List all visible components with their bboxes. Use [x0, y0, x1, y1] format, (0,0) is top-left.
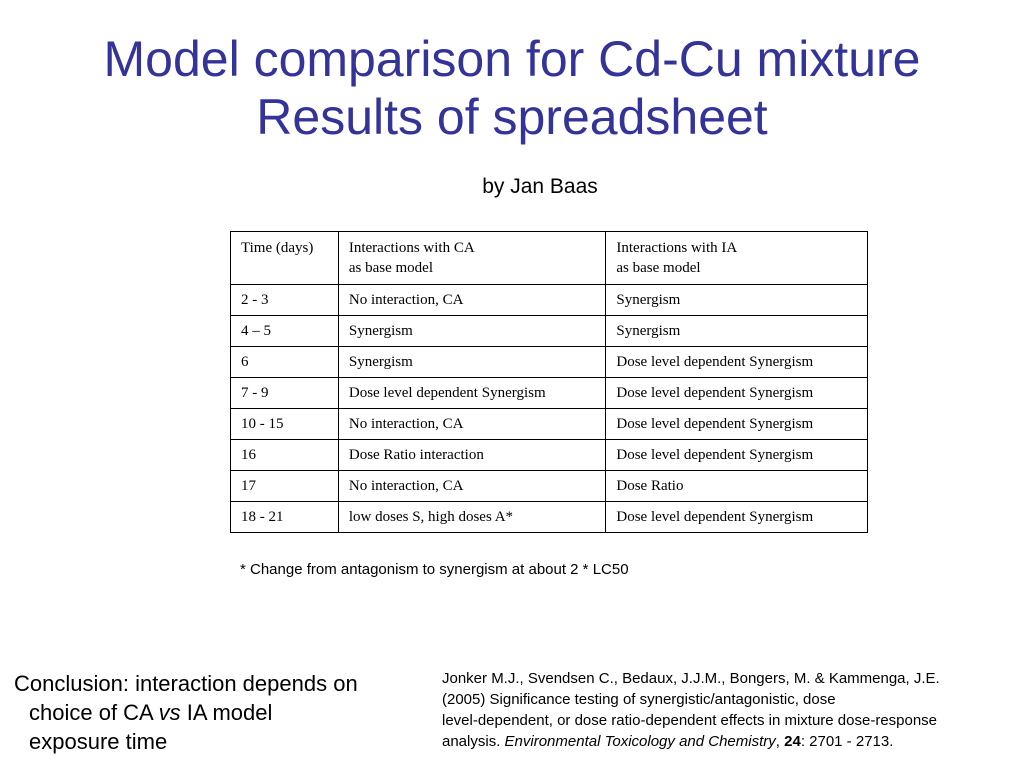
- author-byline: by Jan Baas: [482, 175, 598, 198]
- cell-ca: No interaction, CA: [337, 284, 607, 316]
- conclusion-line-2: choice of CA vs IA model: [14, 698, 434, 727]
- cell-time: 17: [230, 470, 339, 502]
- cell-time: 16: [230, 439, 339, 471]
- table-row: 17 No interaction, CA Dose Ratio: [230, 470, 868, 502]
- cell-ia: Dose level dependent Synergism: [605, 439, 868, 471]
- table-header-row: Time (days) Interactions with CA as base…: [230, 231, 868, 285]
- cell-ca: Dose Ratio interaction: [337, 439, 607, 471]
- citation-volume: 24: [784, 733, 801, 750]
- table-row: 2 - 3 No interaction, CA Synergism: [230, 284, 868, 316]
- cell-ca: Dose level dependent Synergism: [337, 377, 607, 409]
- conclusion-vs: vs: [158, 700, 181, 725]
- citation-line-1: Jonker M.J., Svendsen C., Bedaux, J.J.M.…: [442, 670, 940, 687]
- table-row: 7 - 9 Dose level dependent Synergism Dos…: [230, 377, 868, 409]
- cell-ca: No interaction, CA: [337, 408, 607, 440]
- title-line-1: Model comparison for Cd-Cu mixture: [103, 31, 921, 87]
- cell-ia: Dose level dependent Synergism: [605, 501, 868, 533]
- conclusion-line-2-prefix: choice of CA: [29, 700, 159, 725]
- citation-separator: ,: [775, 733, 785, 750]
- title-line-2: Results of spreadsheet: [256, 89, 768, 145]
- table-row: 6 Synergism Dose level dependent Synergi…: [230, 346, 868, 378]
- conclusion-line-3: exposure time: [29, 729, 168, 754]
- cell-time: 6: [230, 346, 339, 378]
- table-row: 16 Dose Ratio interaction Dose level dep…: [230, 439, 868, 471]
- cell-ia: Dose Ratio: [605, 470, 868, 502]
- header-ia: Interactions with IA as base model: [605, 231, 868, 285]
- cell-ca: Synergism: [337, 346, 607, 378]
- cell-time: 18 - 21: [230, 501, 339, 533]
- header-ia-line-1: Interactions with IA: [616, 240, 738, 256]
- citation-line-4: analysis. Environmental Toxicology and C…: [442, 731, 1014, 752]
- cell-time: 2 - 3: [230, 284, 339, 316]
- cell-ia: Dose level dependent Synergism: [605, 408, 868, 440]
- table-footnote: * Change from antagonism to synergism at…: [240, 561, 629, 578]
- cell-ia: Synergism: [605, 284, 868, 316]
- cell-ia: Dose level dependent Synergism: [605, 377, 868, 409]
- cell-ia: Dose level dependent Synergism: [605, 346, 868, 378]
- citation-line-2: (2005) Significance testing of synergist…: [442, 691, 836, 708]
- citation: Jonker M.J., Svendsen C., Bedaux, J.J.M.…: [442, 668, 1014, 752]
- cell-ia: Synergism: [605, 315, 868, 347]
- results-table: Time (days) Interactions with CA as base…: [230, 231, 868, 533]
- citation-analysis: analysis.: [442, 733, 505, 750]
- citation-pages: : 2701 - 2713.: [800, 733, 894, 750]
- header-ia-line-2: as base model: [616, 260, 701, 276]
- header-ca-line-2: as base model: [348, 260, 433, 276]
- header-ca: Interactions with CA as base model: [337, 231, 607, 285]
- cell-time: 7 - 9: [230, 377, 339, 409]
- header-time-label: Time (days): [241, 240, 314, 256]
- conclusion-text: Conclusion: interaction depends on choic…: [14, 669, 434, 756]
- cell-ca: Synergism: [337, 315, 607, 347]
- header-ca-line-1: Interactions with CA: [348, 240, 475, 256]
- cell-time: 4 – 5: [230, 315, 339, 347]
- header-time: Time (days): [230, 231, 339, 285]
- cell-ca: low doses S, high doses A*: [337, 501, 607, 533]
- citation-line-3: level-dependent, or dose ratio-dependent…: [442, 712, 938, 729]
- citation-journal: Environmental Toxicology and Chemistry: [504, 733, 776, 750]
- table-row: 4 – 5 Synergism Synergism: [230, 315, 868, 347]
- cell-time: 10 - 15: [230, 408, 339, 440]
- table-row: 10 - 15 No interaction, CA Dose level de…: [230, 408, 868, 440]
- slide-title: Model comparison for Cd-Cu mixture Resul…: [0, 30, 1024, 146]
- conclusion-line-1: Conclusion: interaction depends on: [14, 671, 358, 696]
- table-row: 18 - 21 low doses S, high doses A* Dose …: [230, 501, 868, 533]
- cell-ca: No interaction, CA: [337, 470, 607, 502]
- conclusion-line-2-suffix: IA model: [180, 700, 273, 725]
